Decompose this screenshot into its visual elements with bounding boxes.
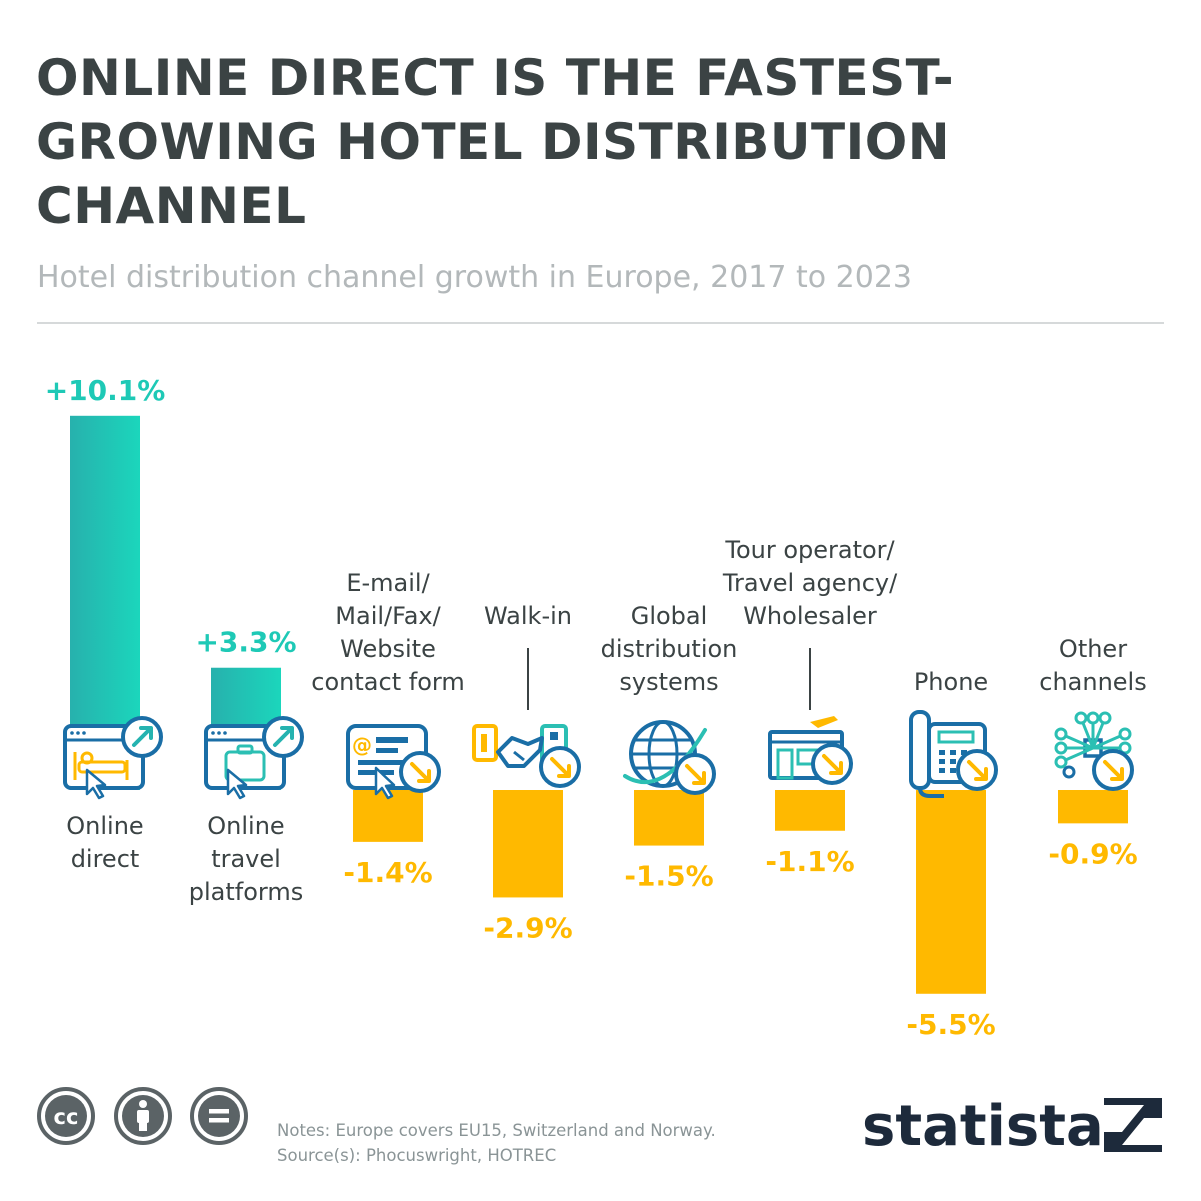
title-divider	[37, 322, 1164, 324]
license-icons: cc	[37, 1087, 248, 1145]
statista-logo-icon	[1104, 1098, 1162, 1152]
network-icon	[1054, 711, 1134, 791]
value-label-7: -5.5%	[906, 1008, 995, 1041]
bar-4	[493, 790, 563, 898]
bar-8	[1058, 790, 1128, 824]
category-label-7: Phone	[914, 668, 988, 696]
no-derivatives-icon	[190, 1087, 248, 1145]
value-label-5: -1.5%	[624, 860, 713, 893]
email-form-icon: @	[346, 724, 441, 800]
travel-platform-icon	[204, 716, 304, 800]
travel-agency-icon	[768, 716, 853, 785]
globe-icon	[623, 720, 716, 795]
value-label-2: +3.3%	[195, 626, 296, 659]
category-label-3: E-mail/Mail/Fax/Website contact form	[311, 569, 464, 696]
cc-icon: cc	[37, 1087, 95, 1145]
value-label-4: -2.9%	[483, 911, 572, 944]
telephone-icon	[909, 710, 998, 798]
svg-text:cc: cc	[54, 1105, 79, 1129]
bar-6	[775, 790, 845, 831]
svg-text:@: @	[352, 733, 372, 757]
category-label-2: Online travel platforms	[189, 812, 303, 906]
category-label-1: Online direct	[66, 812, 143, 873]
hotel-booking-icon	[63, 716, 163, 800]
footer-notes: Notes: Europe covers EU15, Switzerland a…	[277, 1118, 716, 1168]
statista-logo[interactable]: statista	[862, 1090, 1167, 1160]
value-label-1: +10.1%	[45, 374, 166, 407]
source-text: Source(s): Phocuswright, HOTREC	[277, 1146, 557, 1165]
handshake-icon	[472, 724, 581, 788]
value-label-3: -1.4%	[343, 856, 432, 889]
attribution-icon	[114, 1087, 172, 1145]
chart-subtitle: Hotel distribution channel growth in Eur…	[37, 260, 913, 295]
notes-text: Notes: Europe covers EU15, Switzerland a…	[277, 1121, 716, 1140]
bar-chart: @ +10.1% Online direct +3.3% Online travel pla…	[45, 374, 1147, 1041]
statista-wordmark: statista	[862, 1094, 1104, 1159]
category-label-5: Global distribution systems	[601, 602, 738, 696]
value-label-6: -1.1%	[765, 845, 854, 878]
bar-5	[634, 790, 704, 846]
chart-title: ONLINE DIRECT IS THE FASTEST-GROWING HOT…	[36, 49, 955, 235]
category-label-4: Walk-in	[484, 602, 572, 630]
category-label-8: Other channels	[1039, 635, 1146, 696]
value-label-8: -0.9%	[1048, 837, 1137, 870]
category-label-6: Tour operator/Travel agency/Wholesaler	[722, 536, 898, 630]
bar-7	[916, 790, 986, 994]
